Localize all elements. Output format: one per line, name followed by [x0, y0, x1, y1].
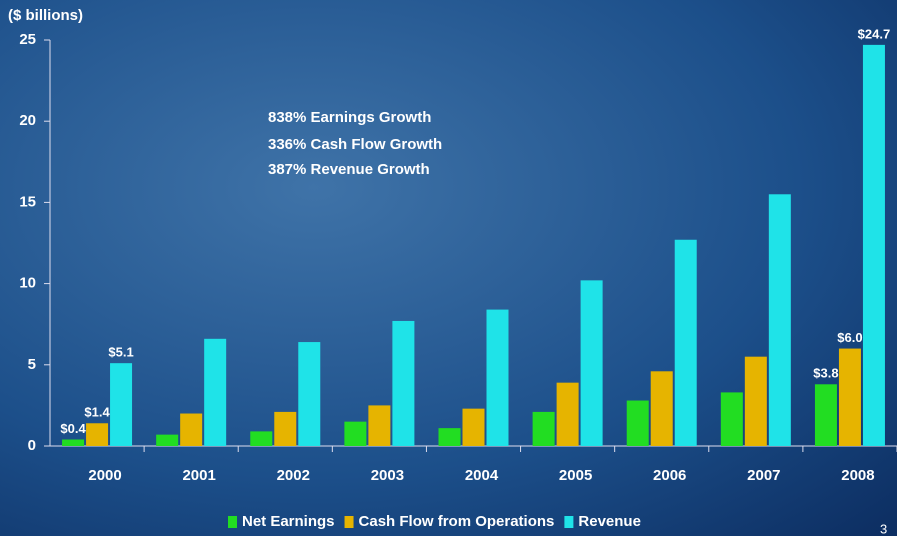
- bar: [720, 392, 743, 446]
- bar: [156, 434, 179, 446]
- bar: [532, 411, 555, 446]
- bar: [462, 408, 485, 446]
- bar: [862, 44, 885, 446]
- value-label: $0.4: [60, 421, 86, 436]
- bar: [110, 363, 133, 446]
- annotation: 838% Earnings Growth: [268, 109, 431, 126]
- bar: [298, 342, 321, 446]
- bar: [62, 439, 85, 446]
- bar: [86, 423, 109, 446]
- bar: [486, 309, 509, 446]
- x-tick-label: 2002: [277, 467, 310, 484]
- bar: [580, 280, 603, 446]
- page-number: 3: [880, 521, 887, 536]
- value-label: $24.7: [858, 26, 891, 41]
- value-label: $1.4: [84, 405, 110, 420]
- bar: [274, 411, 297, 446]
- legend-label: Net Earnings: [242, 513, 335, 530]
- annotation: 387% Revenue Growth: [268, 161, 430, 178]
- bar: [250, 431, 273, 446]
- bar: [204, 338, 227, 446]
- y-axis-label: ($ billions): [8, 7, 83, 24]
- bar: [626, 400, 649, 446]
- y-tick-label: 10: [19, 275, 36, 292]
- bar: [674, 239, 697, 446]
- x-tick-label: 2004: [465, 467, 499, 484]
- x-tick-label: 2006: [653, 467, 686, 484]
- bar: [180, 413, 203, 446]
- bar: [392, 320, 415, 446]
- y-tick-label: 20: [19, 112, 36, 129]
- bar: [556, 382, 579, 446]
- legend-swatch: [344, 516, 354, 528]
- y-tick-label: 25: [19, 31, 36, 48]
- legend-label: Revenue: [578, 513, 641, 530]
- x-tick-label: 2007: [747, 467, 780, 484]
- x-tick-label: 2000: [88, 467, 121, 484]
- legend-label: Cash Flow from Operations: [359, 513, 555, 530]
- value-label: $6.0: [837, 330, 862, 345]
- bar: [650, 371, 673, 446]
- y-tick-label: 5: [28, 356, 36, 373]
- legend-swatch: [228, 516, 237, 528]
- value-label: $3.8: [813, 366, 838, 381]
- bar: [814, 384, 837, 446]
- value-label: $5.1: [108, 345, 133, 360]
- bar: [368, 405, 391, 446]
- x-tick-label: 2001: [182, 467, 215, 484]
- y-tick-label: 15: [19, 193, 36, 210]
- bar: [344, 421, 367, 446]
- bar: [744, 356, 767, 446]
- bar: [768, 194, 791, 446]
- x-tick-label: 2008: [841, 467, 874, 484]
- x-tick-label: 2003: [371, 467, 404, 484]
- legend-swatch: [564, 516, 574, 528]
- y-tick-label: 0: [28, 437, 36, 454]
- bar: [838, 348, 861, 446]
- x-tick-label: 2005: [559, 467, 592, 484]
- bar: [438, 428, 461, 446]
- annotation: 336% Cash Flow Growth: [268, 136, 442, 153]
